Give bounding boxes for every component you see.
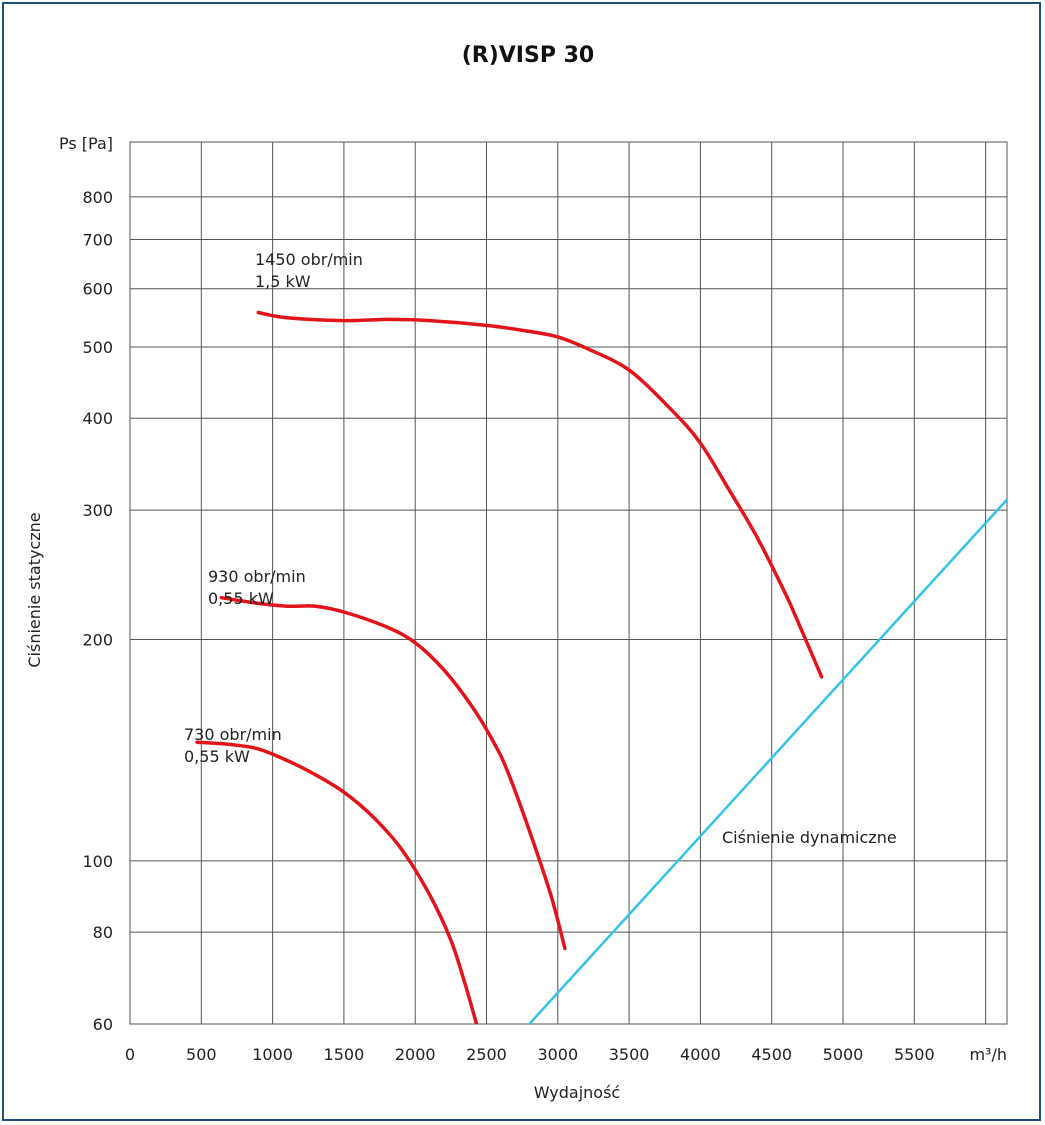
x-tick-label: 1000 [252,1045,293,1064]
x-tick-label: 4000 [680,1045,721,1064]
x-unit-label: m³/h [969,1045,1007,1064]
dynamic-pressure-line-label: Ciśnienie dynamiczne [722,828,897,847]
x-tick-label: 3500 [609,1045,650,1064]
grid [129,141,1008,1025]
y-tick-label: 60 [93,1015,113,1034]
y-tick-label: 200 [82,631,113,650]
fan-curve-930-label: 0,55 kW [208,589,274,608]
x-tick-label: 0 [125,1045,135,1064]
fan-curve-730 [195,740,479,1024]
x-tick-label: 3000 [537,1045,578,1064]
x-axis-title: Wydajność [534,1083,620,1102]
dynamic-pressure-line [528,498,1007,1024]
series-layer: 1450 obr/min 1,5 kW 930 obr/min 0,55 kW 730 … [184,250,1007,1024]
fan-curve-930 [219,595,567,951]
y-tick-label: 800 [82,188,113,207]
x-tick-label: 1500 [324,1045,365,1064]
x-tick-label: 2000 [395,1045,436,1064]
y-tick-label: 600 [82,280,113,299]
fan-curve-1450-label: 1,5 kW [255,272,311,291]
x-tick-label: 5000 [823,1045,864,1064]
y-unit-label: Ps [Pa] [59,134,113,153]
y-tick-label: 400 [82,409,113,428]
y-axis-title: Ciśnienie statyczne [25,512,44,667]
y-tick-label: 300 [82,501,113,520]
tick-labels: 0 500 1000 1500 2000 2500 3000 3500 4000 4500 5000… [82,188,934,1064]
x-tick-label: 5500 [894,1045,935,1064]
fan-curve-1450 [256,310,824,679]
x-tick-label: 4500 [751,1045,792,1064]
plot-border [129,141,1008,1025]
y-tick-label: 100 [82,852,113,871]
x-tick-label: 2500 [466,1045,507,1064]
x-tick-label: 500 [186,1045,217,1064]
fan-curve-930-label: 930 obr/min [208,567,306,586]
y-tick-label: 700 [82,231,113,250]
y-tick-label: 80 [93,923,113,942]
y-tick-label: 500 [82,338,113,357]
chart-title: (R)VISP 30 [462,43,595,68]
fan-curve-1450-label: 1450 obr/min [255,250,363,269]
fan-curve-730-label: 0,55 kW [184,747,250,766]
fan-curve-730-label: 730 obr/min [184,725,282,744]
